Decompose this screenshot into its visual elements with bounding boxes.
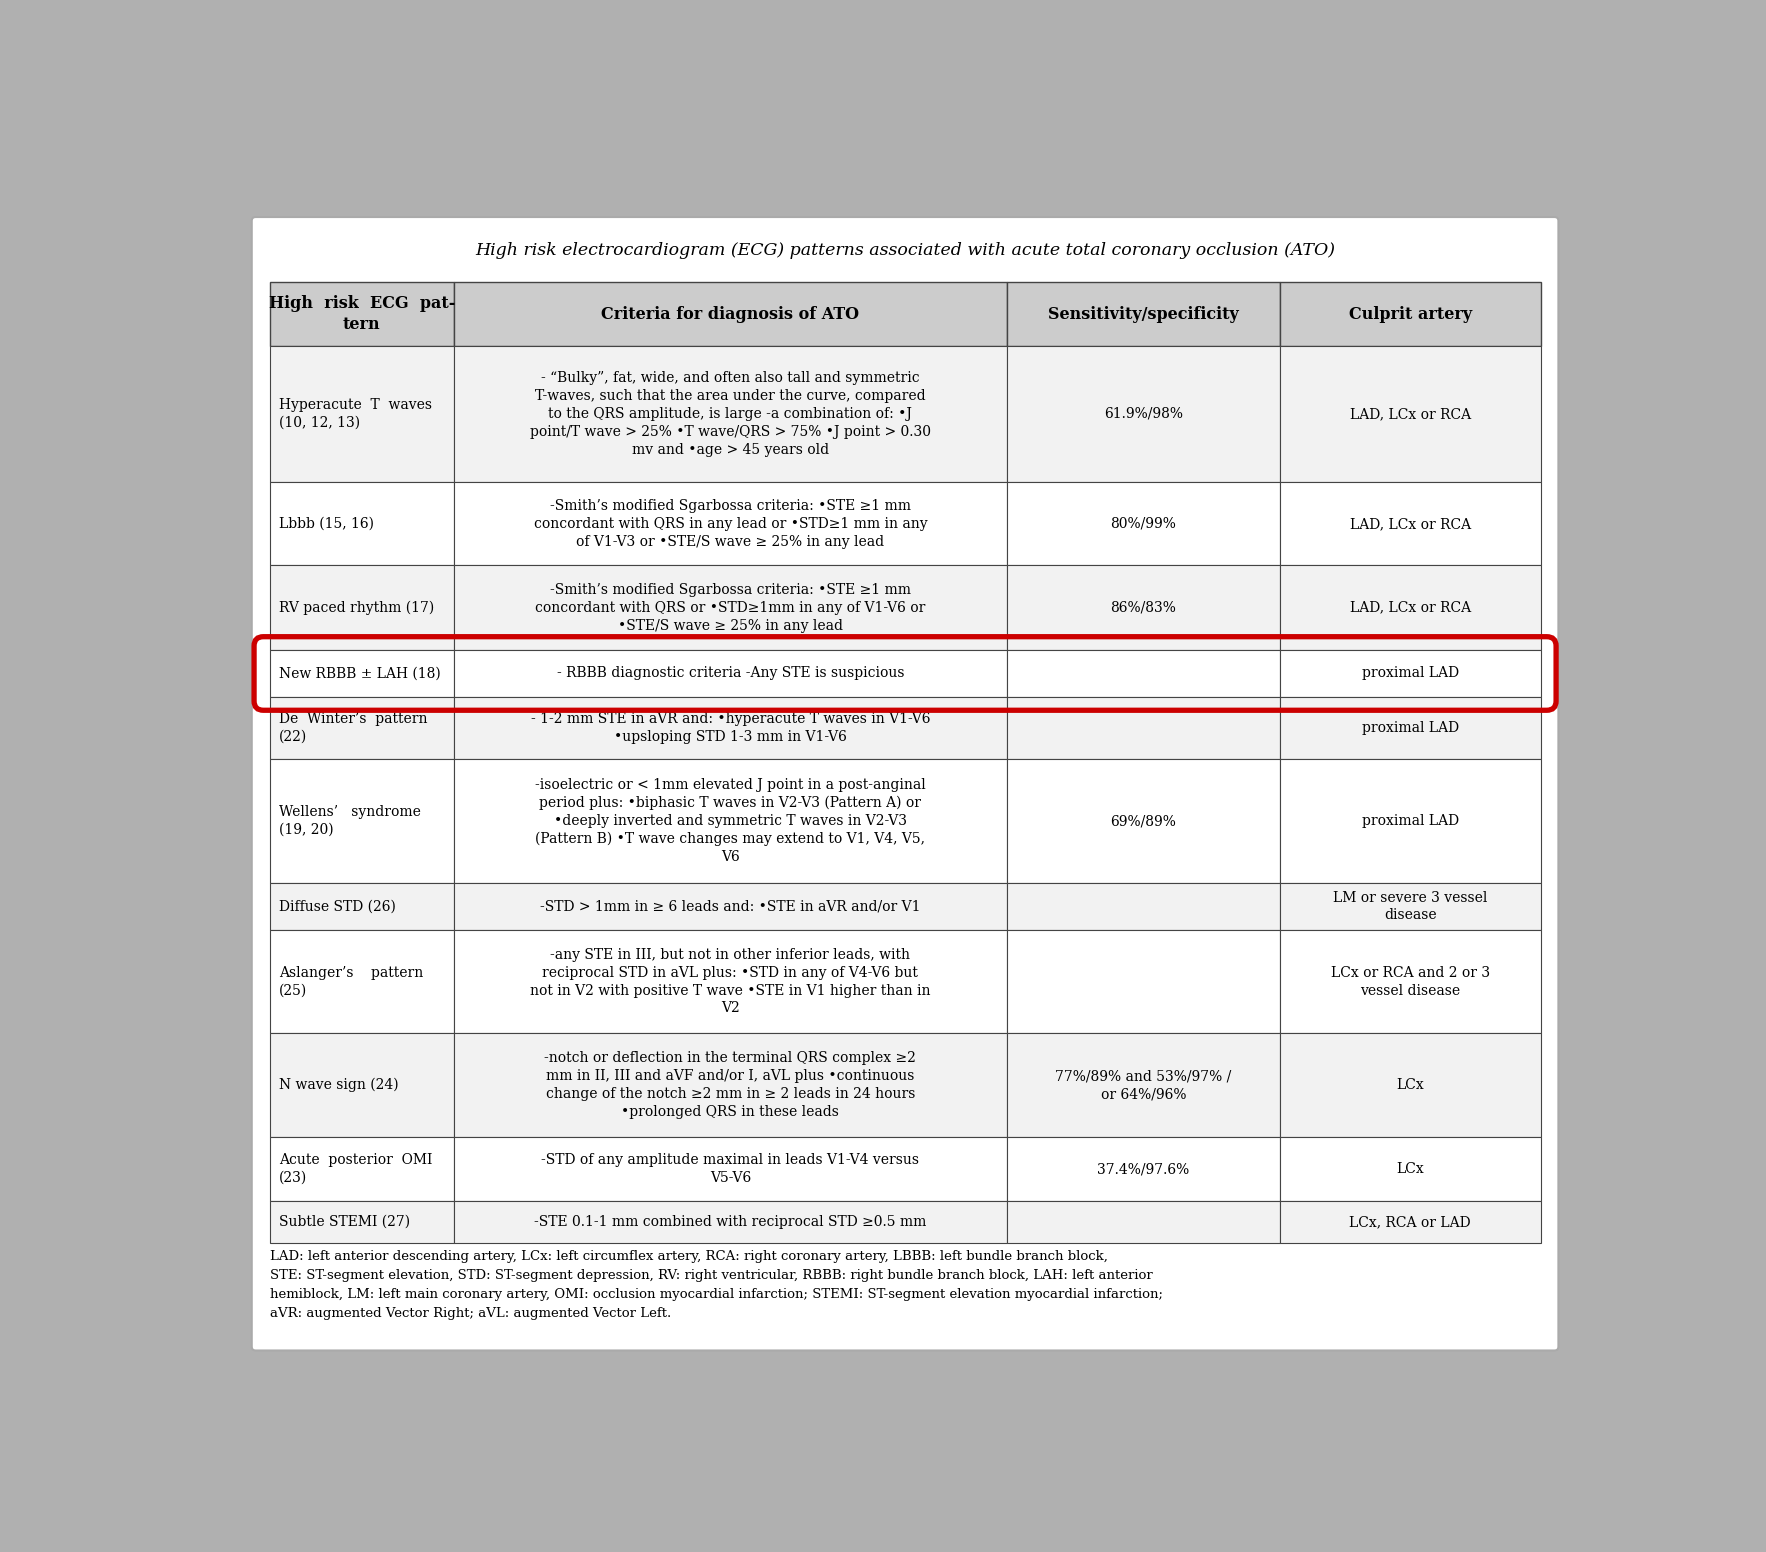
Text: Diffuse STD (26): Diffuse STD (26) <box>279 900 396 914</box>
Bar <box>454 282 1007 346</box>
Bar <box>1007 930 1280 1034</box>
Bar <box>270 650 454 697</box>
Bar <box>270 1201 454 1243</box>
Text: LCx: LCx <box>1397 1162 1423 1176</box>
Bar <box>1280 282 1540 346</box>
Bar <box>270 565 454 650</box>
Text: -Smith’s modified Sgarbossa criteria: •STE ≥1 mm
concordant with QRS in any lead: -Smith’s modified Sgarbossa criteria: •S… <box>533 498 927 549</box>
Text: Subtle STEMI (27): Subtle STEMI (27) <box>279 1215 410 1229</box>
Text: LAD, LCx or RCA: LAD, LCx or RCA <box>1349 517 1471 531</box>
Bar <box>1007 650 1280 697</box>
Text: -STD of any amplitude maximal in leads V1-V4 versus
V5-V6: -STD of any amplitude maximal in leads V… <box>542 1153 920 1186</box>
Text: High risk electrocardiogram (ECG) patterns associated with acute total coronary : High risk electrocardiogram (ECG) patter… <box>475 242 1335 259</box>
Bar <box>454 650 1007 697</box>
Bar <box>454 565 1007 650</box>
Bar <box>270 697 454 759</box>
Text: LAD, LCx or RCA: LAD, LCx or RCA <box>1349 601 1471 615</box>
Bar <box>1007 759 1280 883</box>
Bar <box>1280 1201 1540 1243</box>
Bar <box>1007 282 1280 346</box>
Text: LAD: left anterior descending artery, LCx: left circumflex artery, RCA: right co: LAD: left anterior descending artery, LC… <box>270 1251 1162 1321</box>
Text: -STE 0.1-1 mm combined with reciprocal STD ≥0.5 mm: -STE 0.1-1 mm combined with reciprocal S… <box>533 1215 927 1229</box>
Bar <box>1280 1034 1540 1138</box>
Text: 86%/83%: 86%/83% <box>1111 601 1176 615</box>
Bar <box>270 1138 454 1201</box>
Text: -isoelectric or < 1mm elevated J point in a post-anginal
period plus: •biphasic : -isoelectric or < 1mm elevated J point i… <box>535 778 925 864</box>
Text: - “Bulky”, fat, wide, and often also tall and symmetric
T-waves, such that the a: - “Bulky”, fat, wide, and often also tal… <box>530 371 931 456</box>
Bar <box>454 759 1007 883</box>
Text: RV paced rhythm (17): RV paced rhythm (17) <box>279 601 434 615</box>
Bar <box>270 930 454 1034</box>
Text: Hyperacute  T  waves
(10, 12, 13): Hyperacute T waves (10, 12, 13) <box>279 397 433 430</box>
Text: 69%/89%: 69%/89% <box>1111 815 1176 829</box>
Bar <box>1280 930 1540 1034</box>
Bar <box>1007 565 1280 650</box>
Text: proximal LAD: proximal LAD <box>1362 815 1459 829</box>
Text: 80%/99%: 80%/99% <box>1111 517 1176 531</box>
Text: Criteria for diagnosis of ATO: Criteria for diagnosis of ATO <box>600 306 860 323</box>
Bar <box>454 483 1007 565</box>
Text: -Smith’s modified Sgarbossa criteria: •STE ≥1 mm
concordant with QRS or •STD≥1mm: -Smith’s modified Sgarbossa criteria: •S… <box>535 584 925 633</box>
Bar <box>1280 1138 1540 1201</box>
Text: - RBBB diagnostic criteria -Any STE is suspicious: - RBBB diagnostic criteria -Any STE is s… <box>556 666 904 680</box>
Text: LM or severe 3 vessel
disease: LM or severe 3 vessel disease <box>1333 891 1487 922</box>
Bar <box>270 883 454 930</box>
Bar <box>1007 1138 1280 1201</box>
Bar <box>1007 346 1280 483</box>
Text: -any STE in III, but not in other inferior leads, with
reciprocal STD in aVL plu: -any STE in III, but not in other inferi… <box>530 948 931 1015</box>
Text: LCx, RCA or LAD: LCx, RCA or LAD <box>1349 1215 1471 1229</box>
Text: Sensitivity/specificity: Sensitivity/specificity <box>1047 306 1238 323</box>
Bar <box>270 282 454 346</box>
Text: 37.4%/97.6%: 37.4%/97.6% <box>1097 1162 1190 1176</box>
Bar <box>1007 1201 1280 1243</box>
Text: -STD > 1mm in ≥ 6 leads and: •STE in aVR and/or V1: -STD > 1mm in ≥ 6 leads and: •STE in aVR… <box>540 900 920 914</box>
Bar <box>454 1034 1007 1138</box>
Bar <box>454 883 1007 930</box>
Bar <box>1007 1034 1280 1138</box>
Text: High  risk  ECG  pat-
tern: High risk ECG pat- tern <box>268 295 456 334</box>
Bar <box>270 1034 454 1138</box>
Text: Aslanger’s    pattern
(25): Aslanger’s pattern (25) <box>279 965 424 998</box>
Text: 77%/89% and 53%/97% /
or 64%/96%: 77%/89% and 53%/97% / or 64%/96% <box>1056 1069 1231 1102</box>
Bar <box>1280 346 1540 483</box>
Bar <box>454 930 1007 1034</box>
Bar <box>454 1201 1007 1243</box>
Text: New RBBB ± LAH (18): New RBBB ± LAH (18) <box>279 666 442 680</box>
Bar <box>270 346 454 483</box>
Bar <box>270 483 454 565</box>
Bar <box>1280 650 1540 697</box>
Text: LCx or RCA and 2 or 3
vessel disease: LCx or RCA and 2 or 3 vessel disease <box>1332 965 1491 998</box>
Bar <box>1280 565 1540 650</box>
Text: N wave sign (24): N wave sign (24) <box>279 1079 399 1093</box>
Text: De  Winter’s  pattern
(22): De Winter’s pattern (22) <box>279 712 427 743</box>
Bar <box>454 1138 1007 1201</box>
Text: proximal LAD: proximal LAD <box>1362 720 1459 734</box>
Bar <box>454 697 1007 759</box>
FancyBboxPatch shape <box>253 217 1558 1350</box>
Bar <box>1007 483 1280 565</box>
Text: Wellens’   syndrome
(19, 20): Wellens’ syndrome (19, 20) <box>279 805 420 837</box>
Bar <box>1280 483 1540 565</box>
Bar <box>1280 759 1540 883</box>
Text: - 1-2 mm STE in aVR and: •hyperacute T waves in V1-V6
•upsloping STD 1-3 mm in V: - 1-2 mm STE in aVR and: •hyperacute T w… <box>530 712 931 743</box>
Text: 61.9%/98%: 61.9%/98% <box>1104 407 1183 421</box>
Bar <box>1280 883 1540 930</box>
Text: -notch or deflection in the terminal QRS complex ≥2
mm in II, III and aVF and/or: -notch or deflection in the terminal QRS… <box>544 1051 917 1119</box>
Bar <box>454 346 1007 483</box>
Text: LAD, LCx or RCA: LAD, LCx or RCA <box>1349 407 1471 421</box>
Text: Acute  posterior  OMI
(23): Acute posterior OMI (23) <box>279 1153 433 1186</box>
Bar <box>1007 697 1280 759</box>
Bar <box>1007 883 1280 930</box>
Text: proximal LAD: proximal LAD <box>1362 666 1459 680</box>
Text: Culprit artery: Culprit artery <box>1349 306 1471 323</box>
Text: Lbbb (15, 16): Lbbb (15, 16) <box>279 517 374 531</box>
Text: LCx: LCx <box>1397 1079 1423 1093</box>
Bar <box>270 759 454 883</box>
Bar <box>1280 697 1540 759</box>
